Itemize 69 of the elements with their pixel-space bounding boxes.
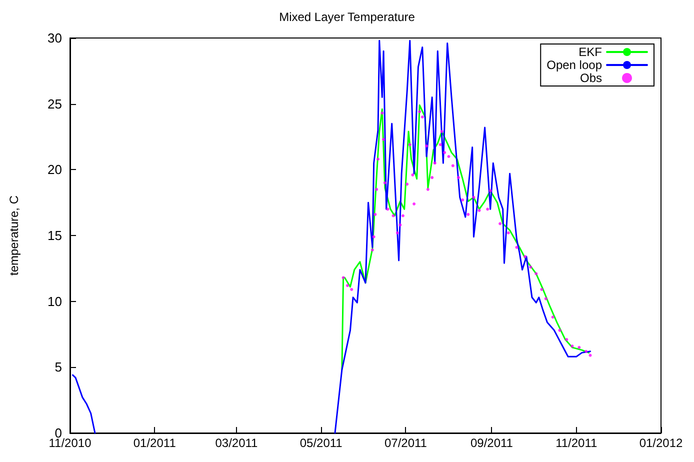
x-tick-label: 09/2011 <box>470 436 514 450</box>
point <box>430 176 434 180</box>
y-tick-label: 20 <box>48 162 62 178</box>
point <box>346 284 349 288</box>
point <box>544 297 548 300</box>
point <box>440 130 444 133</box>
point <box>438 143 442 146</box>
point <box>398 223 402 226</box>
x-tick-label: 01/2012 <box>639 436 684 450</box>
point <box>551 316 554 319</box>
x-tick-label: 03/2011 <box>215 436 258 450</box>
point <box>456 176 460 180</box>
point <box>396 231 399 234</box>
y-tick-label: 30 <box>48 30 62 46</box>
point <box>386 208 390 211</box>
point <box>558 328 562 332</box>
point <box>584 350 588 353</box>
point <box>412 202 416 206</box>
point <box>420 116 424 118</box>
point <box>515 246 518 249</box>
point <box>534 272 538 276</box>
point <box>451 164 454 168</box>
point <box>418 110 422 114</box>
point <box>565 338 568 342</box>
point <box>433 162 436 165</box>
point <box>382 138 386 141</box>
point <box>406 182 409 186</box>
point <box>461 198 464 202</box>
x-tick-label: 05/2011 <box>300 436 343 450</box>
point <box>486 208 490 211</box>
point <box>426 188 430 191</box>
y-tick-label: 5 <box>54 360 62 375</box>
point <box>570 344 574 348</box>
point <box>506 231 510 234</box>
y-axis-title: temperature, C <box>7 195 21 276</box>
point <box>372 235 376 238</box>
point <box>376 158 380 161</box>
legend-label: Open loop <box>546 58 602 72</box>
point <box>578 346 581 349</box>
point <box>375 188 378 191</box>
point <box>350 288 354 291</box>
y-tick-label: 25 <box>48 96 62 112</box>
legend-label: EKF <box>578 45 602 59</box>
point <box>524 255 527 258</box>
point <box>383 181 386 184</box>
point <box>447 155 450 158</box>
chart-title: Mixed Layer Temperature <box>279 10 416 24</box>
point <box>443 151 446 154</box>
point <box>466 212 470 216</box>
point <box>370 248 374 252</box>
legend-label: Obs <box>580 71 602 85</box>
point <box>540 288 544 291</box>
point <box>529 266 532 269</box>
x-tick-label: 11/2011 <box>556 436 598 450</box>
y-tick-label: 15 <box>48 228 62 243</box>
y-tick-label: 10 <box>48 294 62 309</box>
point <box>342 276 345 280</box>
point <box>425 144 428 148</box>
point <box>472 196 476 199</box>
point <box>380 112 384 115</box>
x-tick-label: 07/2011 <box>384 436 428 450</box>
point <box>392 214 395 218</box>
x-tick-label: 01/2011 <box>133 436 176 450</box>
point <box>498 222 502 226</box>
point <box>408 143 412 146</box>
point <box>401 214 404 218</box>
point <box>411 173 414 176</box>
point <box>374 212 377 216</box>
point <box>478 208 481 212</box>
